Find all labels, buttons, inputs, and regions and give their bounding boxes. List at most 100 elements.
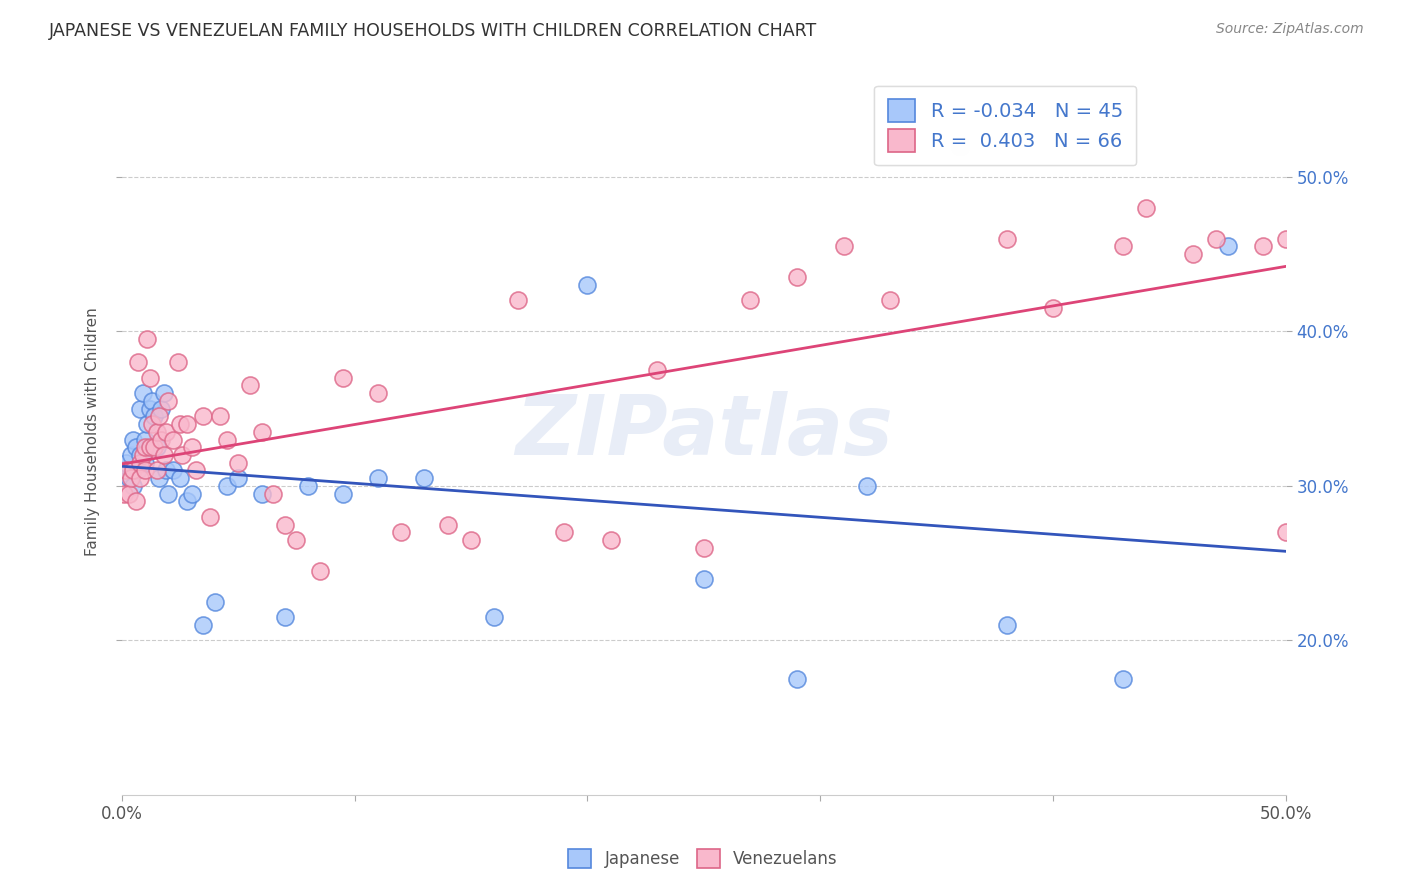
Point [1205, 231, 1227, 245]
Point [193, 409, 215, 424]
Point [200, 509, 222, 524]
Point [693, 541, 716, 555]
Point [136, 332, 159, 346]
Text: JAPANESE VS VENEZUELAN FAMILY HOUSEHOLDS WITH CHILDREN CORRELATION CHART: JAPANESE VS VENEZUELAN FAMILY HOUSEHOLDS… [49, 22, 817, 40]
Point [152, 386, 174, 401]
Point [112, 486, 135, 500]
Point [645, 363, 668, 377]
Point [118, 486, 141, 500]
Point [215, 433, 238, 447]
Point [1181, 247, 1204, 261]
Point [553, 525, 575, 540]
Point [367, 386, 389, 401]
Point [112, 463, 135, 477]
Point [949, 138, 972, 153]
Point [226, 471, 249, 485]
Point [879, 293, 901, 308]
Point [250, 486, 273, 500]
Text: Source: ZipAtlas.com: Source: ZipAtlas.com [1216, 22, 1364, 37]
Point [155, 463, 177, 477]
Point [176, 494, 198, 508]
Point [506, 293, 529, 308]
Point [1112, 672, 1135, 686]
Point [208, 409, 231, 424]
Point [285, 533, 308, 547]
Legend: R = -0.034   N = 45, R =  0.403   N = 66: R = -0.034 N = 45, R = 0.403 N = 66 [875, 86, 1136, 165]
Point [262, 486, 284, 500]
Point [274, 610, 297, 624]
Point [332, 370, 354, 384]
Point [995, 618, 1018, 632]
Point [143, 440, 166, 454]
Point [166, 355, 188, 369]
Point [134, 433, 156, 447]
Point [139, 440, 162, 454]
Y-axis label: Family Households with Children: Family Households with Children [86, 308, 100, 557]
Point [141, 393, 163, 408]
Point [180, 440, 202, 454]
Point [1135, 201, 1157, 215]
Point [148, 409, 170, 424]
Point [856, 479, 879, 493]
Text: ZIPatlas: ZIPatlas [515, 392, 893, 472]
Point [120, 471, 142, 485]
Point [215, 479, 238, 493]
Point [136, 417, 159, 431]
Point [157, 486, 180, 500]
Point [162, 463, 184, 477]
Point [1216, 239, 1239, 253]
Point [141, 417, 163, 431]
Point [308, 564, 330, 578]
Point [786, 270, 808, 285]
Point [484, 610, 506, 624]
Point [115, 463, 138, 477]
Point [122, 433, 145, 447]
Point [460, 533, 482, 547]
Point [134, 456, 156, 470]
Point [832, 239, 855, 253]
Point [250, 425, 273, 439]
Point [127, 355, 149, 369]
Point [274, 517, 297, 532]
Point [115, 456, 138, 470]
Point [995, 231, 1018, 245]
Point [152, 448, 174, 462]
Point [162, 433, 184, 447]
Point [145, 463, 167, 477]
Point [157, 393, 180, 408]
Point [132, 448, 155, 462]
Point [148, 471, 170, 485]
Point [125, 494, 148, 508]
Point [436, 517, 458, 532]
Point [155, 425, 177, 439]
Point [118, 471, 141, 485]
Point [413, 471, 436, 485]
Legend: Japanese, Venezuelans: Japanese, Venezuelans [561, 842, 845, 875]
Point [1251, 239, 1274, 253]
Point [150, 433, 173, 447]
Point [740, 293, 762, 308]
Point [204, 595, 226, 609]
Point [186, 463, 208, 477]
Point [693, 572, 716, 586]
Point [332, 486, 354, 500]
Point [239, 378, 262, 392]
Point [786, 672, 808, 686]
Point [145, 440, 167, 454]
Point [226, 456, 249, 470]
Point [180, 486, 202, 500]
Point [1042, 301, 1064, 315]
Point [129, 401, 152, 416]
Point [127, 463, 149, 477]
Point [129, 471, 152, 485]
Point [367, 471, 389, 485]
Point [122, 463, 145, 477]
Point [1112, 239, 1135, 253]
Point [193, 618, 215, 632]
Point [1275, 525, 1298, 540]
Point [150, 401, 173, 416]
Point [129, 448, 152, 462]
Point [143, 409, 166, 424]
Point [132, 386, 155, 401]
Point [576, 277, 599, 292]
